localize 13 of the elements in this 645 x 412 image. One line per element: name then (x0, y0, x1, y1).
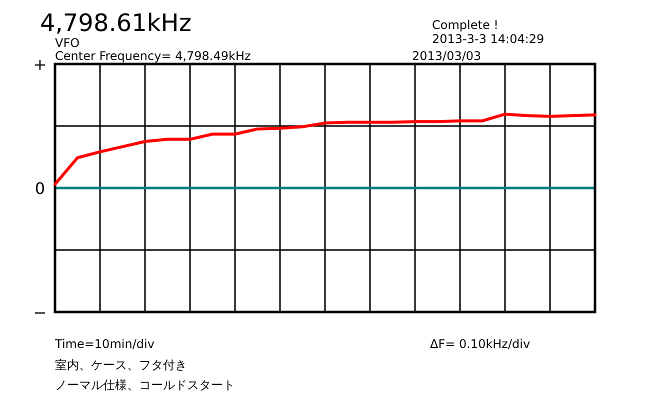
annotation: 0 (34, 179, 46, 198)
annotation: ノーマル仕様、コールドスタート (55, 378, 235, 392)
annotation: Time=10min/div (55, 337, 154, 351)
annotation: 2013-3-3 14:04:29 (432, 32, 544, 46)
annotation: ΔF= 0.10kHz/div (430, 337, 530, 351)
annotation: 室内、ケース、フタ付き (55, 358, 187, 372)
subtitle: VFO (55, 36, 80, 50)
annotation: 2013/03/03 (412, 49, 482, 63)
annotation: + (33, 55, 47, 74)
annotation: Complete ! (432, 18, 498, 32)
title: 4,798.61kHz (40, 9, 192, 37)
annotation: − (33, 303, 47, 322)
annotation: Center Frequency= 4,798.49kHz (55, 49, 251, 63)
